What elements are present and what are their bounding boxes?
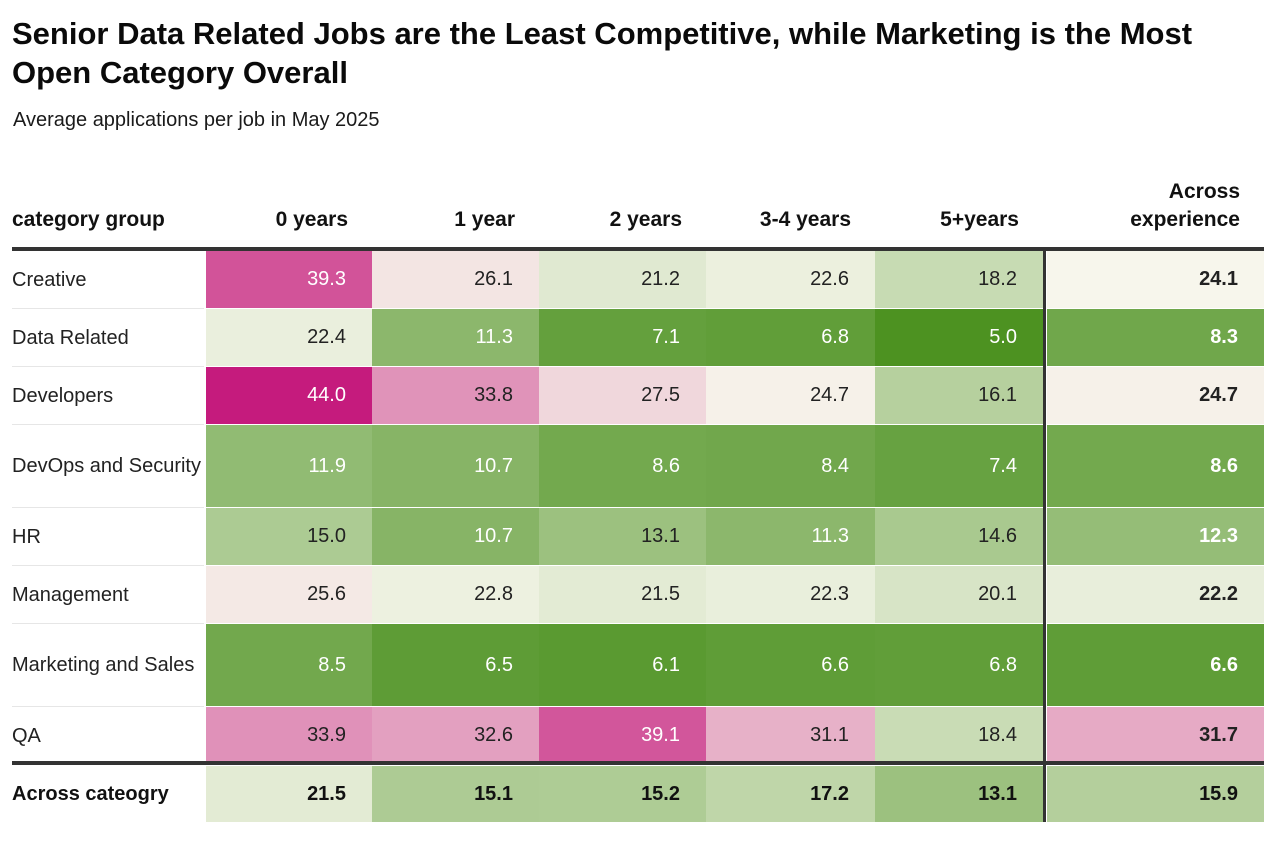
total-cell: 21.5 xyxy=(206,766,372,822)
row-divider xyxy=(12,565,204,566)
summary-column-rule xyxy=(1043,251,1046,822)
heatmap-cell: 22.4 xyxy=(206,309,372,366)
column-header: 5+years xyxy=(940,208,1019,231)
row-label: QA xyxy=(12,724,41,747)
row-label: HR xyxy=(12,525,41,548)
row-label: Developers xyxy=(12,384,114,407)
heatmap-cell: 13.1 xyxy=(539,508,706,565)
heatmap-cell: 6.1 xyxy=(539,624,706,706)
heatmap-cell: 20.1 xyxy=(875,566,1043,623)
summary-cell: 8.3 xyxy=(1047,309,1264,366)
row-divider xyxy=(12,706,204,707)
heatmap-cell: 16.1 xyxy=(875,367,1043,424)
column-header: 3-4 years xyxy=(759,208,851,231)
heatmap-cell: 44.0 xyxy=(206,367,372,424)
heatmap-cell: 8.4 xyxy=(706,425,875,507)
heatmap-cell: 10.7 xyxy=(372,508,539,565)
heatmap-cell: 8.5 xyxy=(206,624,372,706)
heatmap-cell: 25.6 xyxy=(206,566,372,623)
total-cell: 15.2 xyxy=(539,766,706,822)
heatmap-cell: 22.3 xyxy=(706,566,875,623)
heatmap-cell: 22.6 xyxy=(706,251,875,308)
chart-subtitle: Average applications per job in May 2025 xyxy=(13,109,380,131)
heatmap-cell: 22.8 xyxy=(372,566,539,623)
row-header-label: category group xyxy=(12,208,165,231)
heatmap-cell: 32.6 xyxy=(372,707,539,764)
heatmap-cell: 21.5 xyxy=(539,566,706,623)
column-header: 2 years xyxy=(609,208,682,231)
header-rule xyxy=(12,247,1264,251)
heatmap-cell: 6.6 xyxy=(706,624,875,706)
heatmap-cell: 7.1 xyxy=(539,309,706,366)
row-divider xyxy=(12,366,204,367)
summary-cell: 22.2 xyxy=(1047,566,1264,623)
summary-cell: 8.6 xyxy=(1047,425,1264,507)
summary-cell: 31.7 xyxy=(1047,707,1264,764)
heatmap-cell: 7.4 xyxy=(875,425,1043,507)
row-label: Management xyxy=(12,583,129,606)
heatmap-cell: 11.3 xyxy=(372,309,539,366)
heatmap-table: category group 0 years 1 year 2 years 3-4 ye… xyxy=(0,168,1280,838)
heatmap-cell: 10.7 xyxy=(372,425,539,507)
column-header: 0 years xyxy=(275,208,348,231)
heatmap-cell: 18.4 xyxy=(875,707,1043,764)
total-cell: 17.2 xyxy=(706,766,875,822)
total-row-label: Across cateogry xyxy=(12,782,169,805)
heatmap-cell: 11.3 xyxy=(706,508,875,565)
heatmap-cell: 15.0 xyxy=(206,508,372,565)
heatmap-cell: 11.9 xyxy=(206,425,372,507)
heatmap-cell: 6.8 xyxy=(875,624,1043,706)
total-cell: 13.1 xyxy=(875,766,1043,822)
heatmap-cell: 27.5 xyxy=(539,367,706,424)
heatmap-cell: 8.6 xyxy=(539,425,706,507)
summary-cell: 6.6 xyxy=(1047,624,1264,706)
heatmap-cell: 5.0 xyxy=(875,309,1043,366)
row-divider xyxy=(12,424,204,425)
row-label: Marketing and Sales xyxy=(12,654,195,676)
summary-column-header: Across experience xyxy=(1130,180,1240,231)
heatmap-cell: 33.8 xyxy=(372,367,539,424)
heatmap-cell: 6.5 xyxy=(372,624,539,706)
heatmap-cell: 24.7 xyxy=(706,367,875,424)
total-rule xyxy=(12,761,1264,765)
heatmap-cell: 18.2 xyxy=(875,251,1043,308)
summary-cell: 24.1 xyxy=(1047,251,1264,308)
row-divider xyxy=(12,623,204,624)
heatmap-cell: 21.2 xyxy=(539,251,706,308)
row-label: Data Related xyxy=(12,326,129,349)
summary-cell: 12.3 xyxy=(1047,508,1264,565)
heatmap-cell: 39.3 xyxy=(206,251,372,308)
chart-title: Senior Data Related Jobs are the Least C… xyxy=(12,16,1193,90)
total-summary-cell: 15.9 xyxy=(1047,766,1264,822)
summary-cell: 24.7 xyxy=(1047,367,1264,424)
heatmap-cell: 14.6 xyxy=(875,508,1043,565)
heatmap-cell: 39.1 xyxy=(539,707,706,764)
row-divider xyxy=(12,308,204,309)
heatmap-cell: 33.9 xyxy=(206,707,372,764)
column-header: 1 year xyxy=(454,208,515,231)
heatmap-cell: 6.8 xyxy=(706,309,875,366)
row-label: Creative xyxy=(12,268,87,291)
row-divider xyxy=(12,507,204,508)
total-cell: 15.1 xyxy=(372,766,539,822)
heatmap-cell: 31.1 xyxy=(706,707,875,764)
heatmap-cell: 26.1 xyxy=(372,251,539,308)
row-label: DevOps and Security xyxy=(12,455,201,477)
